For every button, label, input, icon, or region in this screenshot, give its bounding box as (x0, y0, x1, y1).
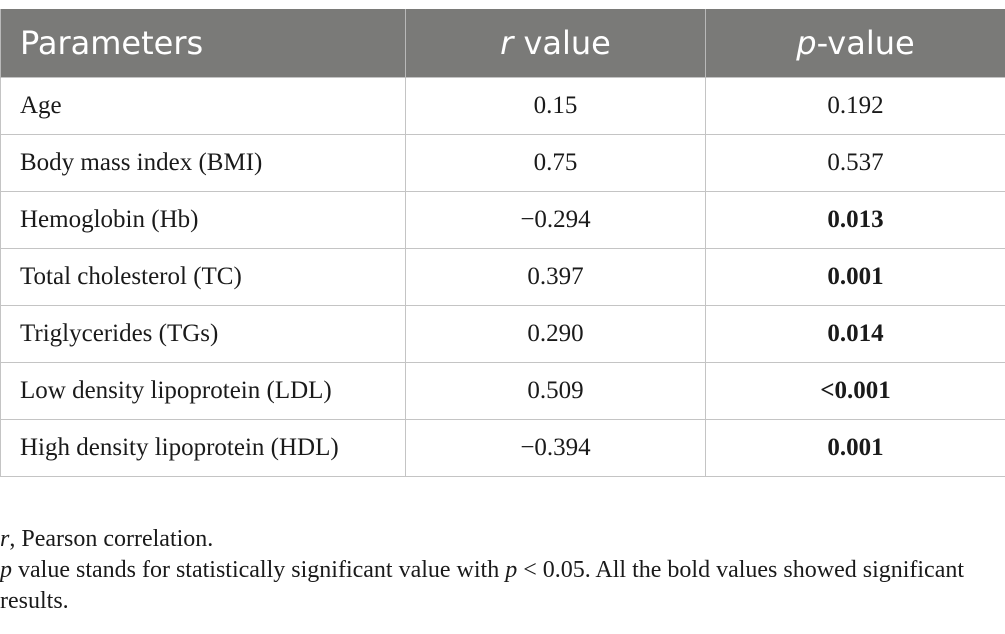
cell-parameter: Triglycerides (TGs) (0, 305, 406, 363)
header-r-value: r value (405, 9, 706, 78)
cell-p-value: 0.001 (705, 248, 1005, 306)
table-row: Triglycerides (TGs) 0.290 0.014 (0, 305, 1005, 363)
cell-r-value: 0.75 (405, 134, 706, 192)
cell-p-value: <0.001 (705, 362, 1005, 420)
table-row: Hemoglobin (Hb) −0.294 0.013 (0, 191, 1005, 249)
cell-r-value: −0.394 (405, 419, 706, 477)
footnote-significance-rest: < 0.05. All the bold values showed signi… (0, 557, 965, 614)
cell-parameter: Age (0, 77, 406, 135)
table-header-row: Parameters r value p-value (0, 9, 1005, 78)
footnote-p-italic: p (0, 557, 12, 583)
cell-r-value: 0.290 (405, 305, 706, 363)
cell-parameter: High density lipoprotein (HDL) (0, 419, 406, 477)
cell-p-value: 0.014 (705, 305, 1005, 363)
cell-r-value: 0.397 (405, 248, 706, 306)
cell-p-value: 0.537 (705, 134, 1005, 192)
header-p-italic: p (796, 24, 817, 62)
cell-p-value: 0.013 (705, 191, 1005, 249)
footnote-significance: p value stands for statistically signifi… (0, 555, 1000, 617)
table-row: Age 0.15 0.192 (0, 77, 1005, 135)
table-container: Parameters r value p-value Age 0.15 0.19… (0, 9, 1005, 477)
footnote-p-italic-2: p (505, 557, 518, 583)
correlation-table: Parameters r value p-value Age 0.15 0.19… (0, 9, 1005, 477)
footnote-pearson: r, Pearson correlation. (0, 524, 1000, 555)
table-row: Total cholesterol (TC) 0.397 0.001 (0, 248, 1005, 306)
footnote-r-italic: r (0, 526, 10, 552)
header-r-italic: r (500, 24, 514, 62)
cell-parameter: Total cholesterol (TC) (0, 248, 406, 306)
cell-r-value: −0.294 (405, 191, 706, 249)
header-p-value: p-value (705, 9, 1005, 78)
table-row: Low density lipoprotein (LDL) 0.509 <0.0… (0, 362, 1005, 420)
cell-parameter: Hemoglobin (Hb) (0, 191, 406, 249)
table-row: High density lipoprotein (HDL) −0.394 0.… (0, 419, 1005, 477)
header-parameters: Parameters (0, 9, 406, 78)
table-footnotes: r, Pearson correlation. p value stands f… (0, 524, 1000, 617)
cell-parameter: Low density lipoprotein (LDL) (0, 362, 406, 420)
cell-parameter: Body mass index (BMI) (0, 134, 406, 192)
cell-r-value: 0.509 (405, 362, 706, 420)
table-row: Body mass index (BMI) 0.75 0.537 (0, 134, 1005, 192)
cell-r-value: 0.15 (405, 77, 706, 135)
footnote-pearson-text: , Pearson correlation. (9, 526, 214, 552)
header-r-rest: value (513, 24, 611, 62)
cell-p-value: 0.001 (705, 419, 1005, 477)
cell-p-value: 0.192 (705, 77, 1005, 135)
header-p-rest: -value (816, 24, 915, 62)
footnote-significance-mid: value stands for statistically significa… (12, 557, 506, 583)
